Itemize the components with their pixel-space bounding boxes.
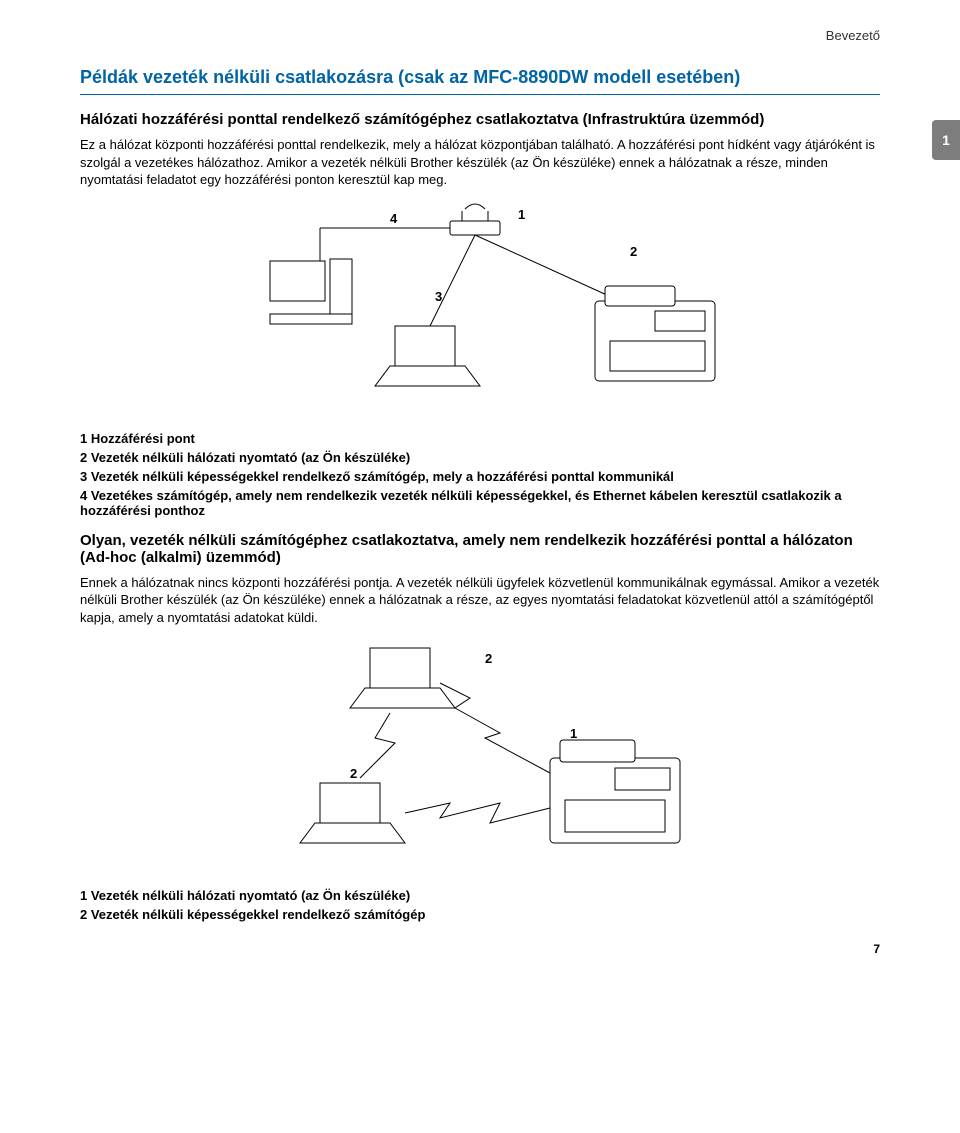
body-text-2: Ennek a hálózatnak nincs központi hozzáf… [80,574,880,627]
legend1-item-4: 4 Vezetékes számítógép, amely nem rendel… [80,488,880,518]
diagram2-label-1: 1 [570,726,577,741]
diagram2-label-2a: 2 [485,651,492,666]
legend1-item-1: 1 Hozzáférési pont [80,431,880,446]
diagram1-label-4: 4 [390,211,398,226]
diagram-adhoc: 2 2 1 [240,638,720,868]
legend1-item-3: 3 Vezeték nélküli képességekkel rendelke… [80,469,880,484]
diagram2-label-2b: 2 [350,766,357,781]
legend2-item-1: 1 Vezeték nélküli hálózati nyomtató (az … [80,888,880,903]
diagram1-label-1: 1 [518,207,525,222]
legend1-item-2: 2 Vezeték nélküli hálózati nyomtató (az … [80,450,880,465]
diagram1-label-2: 2 [630,244,637,259]
sub-heading-2: Olyan, vezeték nélküli számítógéphez csa… [80,532,880,566]
diagram-infrastructure: 1 4 2 3 [200,201,760,411]
section-title: Példák vezeték nélküli csatlakozásra (cs… [80,67,880,95]
diagram1-label-3: 3 [435,289,442,304]
breadcrumb: Bevezető [80,28,880,43]
sub-heading-1: Hálózati hozzáférési ponttal rendelkező … [80,111,880,128]
legend2-item-2: 2 Vezeték nélküli képességekkel rendelke… [80,907,880,922]
chapter-tab: 1 [932,120,960,160]
page-number: 7 [80,942,880,956]
body-text-1: Ez a hálózat központi hozzáférési pontta… [80,136,880,189]
